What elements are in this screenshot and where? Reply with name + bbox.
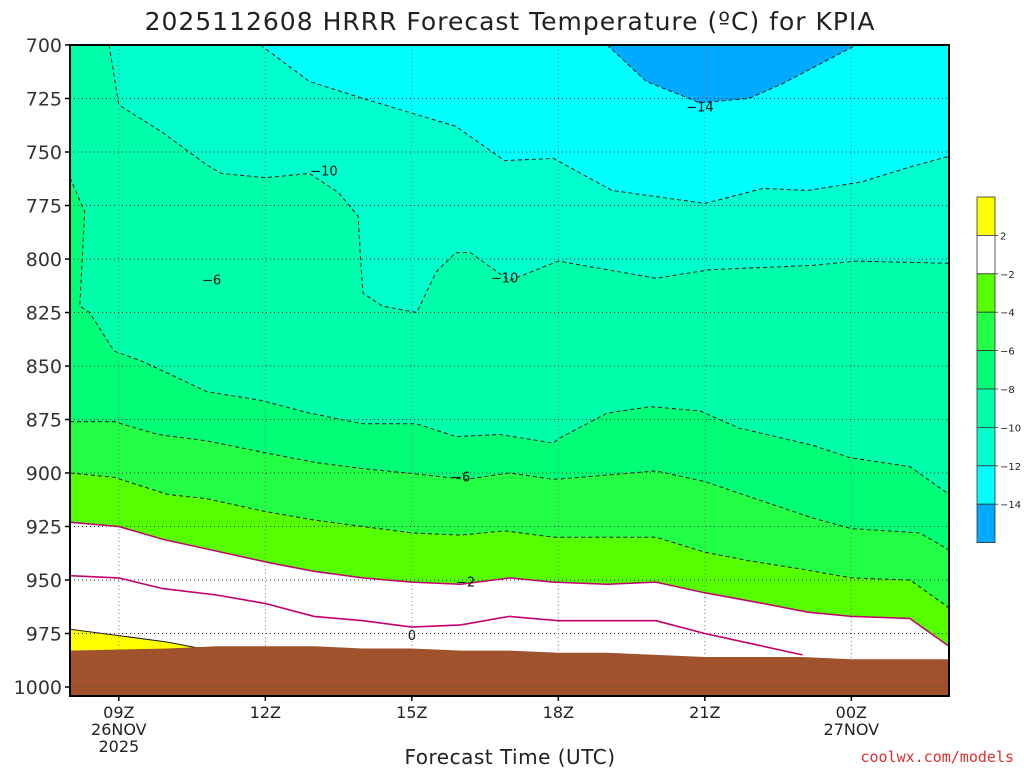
legend-swatch [976,273,996,313]
chart-title: 2025112608 HRRR Forecast Temperature (ºC… [145,7,876,36]
temperature-fill-bands [70,45,949,696]
x-tick-label: 00Z [836,703,867,722]
legend-swatch [976,503,996,544]
y-axis: 700 725 750 775 800 825 850 875 900 925 950 975 1000 [14,35,70,699]
contour-line-minus-10 [108,45,949,314]
legend-swatch [976,465,996,505]
legend-label: 2 [1000,231,1006,242]
contour-label: −10 [491,272,518,287]
credit-text: coolwx.com/models [860,748,1014,766]
plot-area: −14−10−10−10−6−20−6 [70,45,949,696]
contour-label: −10 [310,165,337,180]
contour-label: −6 [451,471,470,486]
legend-label: −10 [1000,423,1021,434]
legend-label: −2 [1000,270,1015,281]
contour-line-minus-4 [70,472,949,609]
legend-swatch [976,350,996,390]
x-tick-label: 18Z [543,703,574,722]
contour-line-0 [70,574,803,656]
legend-label: −4 [1000,308,1015,319]
plot-frame [69,44,950,697]
x-tick-label: 27NOV [824,720,880,739]
x-tick-label: 09Z [103,703,134,722]
ground-area [70,646,949,696]
contour-label: −2 [456,575,475,590]
y-tick-label: 725 [26,89,62,111]
contour-line-2 [70,628,212,652]
contour-labels: −14−10−10−10−6−20−6 [202,100,714,644]
freezing-band-edge [70,521,949,647]
contour-line-minus-6 [70,421,949,551]
x-tick-label: 21Z [689,703,720,722]
legend-label: −14 [1000,500,1021,511]
y-tick-label: 950 [26,570,62,592]
legend-label: −8 [1000,385,1015,396]
x-tick-label: 15Z [396,703,427,722]
legend-label: −6 [1000,347,1015,358]
y-tick-label: 925 [26,517,62,539]
legend-label: −12 [1000,462,1021,473]
legend-swatch [976,196,996,236]
y-tick-label: 825 [26,303,62,325]
x-tick-label: 26NOV [91,720,147,739]
y-tick-label: 850 [26,356,62,378]
y-tick-label: 750 [26,142,62,164]
contour-label: 0 [408,629,416,644]
ground-surface [70,646,949,696]
x-tick-label: 2025 [98,737,139,756]
contour-label: −14 [686,100,713,115]
contour-line-minus-14 [606,45,857,104]
y-tick-label: 700 [26,35,62,57]
y-tick-label: 975 [26,624,62,646]
legend-swatch [976,426,996,467]
color-legend: 2 −2 −4 −6 −8 −10 −12 −14 [976,196,1021,544]
contour-label: −6 [202,274,221,289]
legend-swatch [976,388,996,428]
legend-swatch [976,311,996,352]
y-tick-label: 875 [26,410,62,432]
x-tick-label: 12Z [250,703,281,722]
y-tick-label: 900 [26,463,62,485]
legend-swatch [976,234,996,275]
y-tick-label: 1000 [14,677,62,699]
contour-lines [70,45,949,656]
x-axis-label: Forecast Time (UTC) [404,745,615,768]
y-tick-label: 775 [26,196,62,218]
y-tick-label: 800 [26,249,62,271]
